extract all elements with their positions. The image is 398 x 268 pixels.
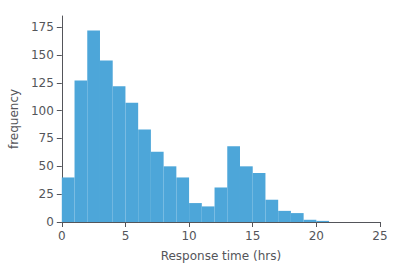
svg-text:100: 100 <box>31 104 54 118</box>
svg-text:175: 175 <box>31 20 54 34</box>
svg-text:Response time (hrs): Response time (hrs) <box>161 249 282 263</box>
svg-text:75: 75 <box>39 131 54 145</box>
svg-text:50: 50 <box>39 159 54 173</box>
svg-text:25: 25 <box>39 187 54 201</box>
svg-text:150: 150 <box>31 48 54 62</box>
svg-text:5: 5 <box>122 229 130 243</box>
svg-text:15: 15 <box>245 229 260 243</box>
svg-text:10: 10 <box>181 229 196 243</box>
svg-text:25: 25 <box>372 229 387 243</box>
svg-text:frequency: frequency <box>7 89 21 149</box>
svg-text:0: 0 <box>46 215 54 229</box>
svg-text:125: 125 <box>31 76 54 90</box>
svg-text:0: 0 <box>58 229 66 243</box>
svg-text:20: 20 <box>309 229 324 243</box>
